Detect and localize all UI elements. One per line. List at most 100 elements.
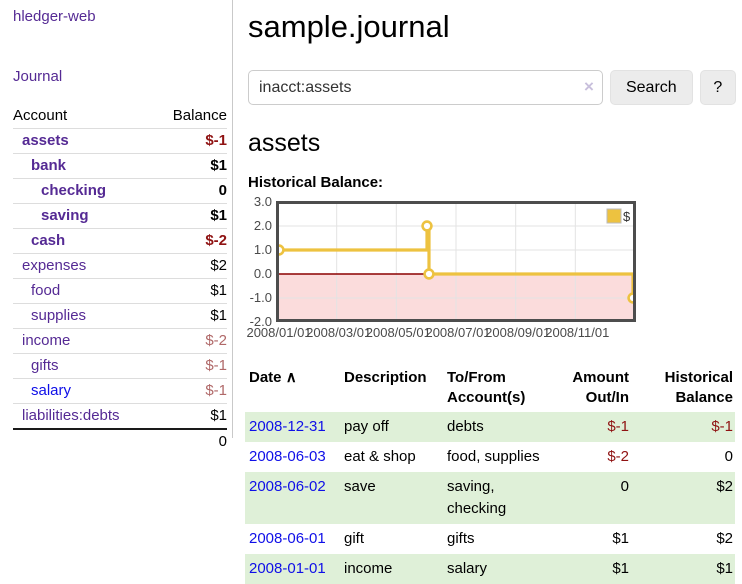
transaction-accounts: salary: [447, 560, 488, 577]
date-header-label: Date: [249, 369, 282, 386]
column-header-description: Description: [344, 369, 427, 386]
legend-swatch: [606, 208, 622, 224]
account-link-supplies[interactable]: supplies: [31, 307, 87, 324]
x-tick: 2008/07/01: [425, 325, 491, 340]
account-balance: $2: [210, 257, 227, 274]
chart-title: Historical Balance:: [248, 174, 384, 191]
transaction-amount: $1: [612, 560, 629, 577]
account-link-bank[interactable]: bank: [31, 157, 67, 174]
transaction-date-link[interactable]: 2008-01-01: [249, 560, 326, 577]
x-tick: 2008/01/01: [246, 325, 312, 340]
transaction-description: income: [344, 560, 393, 577]
account-row: checking 0: [13, 178, 227, 203]
account-balance: $1: [210, 157, 227, 174]
transaction-row[interactable]: 2008-06-01 gift gifts $1 $2: [245, 524, 735, 554]
account-balance: $1: [210, 307, 227, 324]
account-row: assets $-1: [13, 128, 227, 153]
account-link-assets[interactable]: assets: [22, 132, 69, 149]
transaction-amount: $-2: [607, 448, 629, 465]
search-input[interactable]: [248, 70, 603, 105]
transaction-amount: $1: [612, 530, 629, 547]
account-link-expenses[interactable]: expenses: [22, 257, 87, 274]
transaction-accounts: debts: [447, 418, 484, 435]
transaction-date-link[interactable]: 2008-06-03: [249, 448, 326, 465]
transaction-description: pay off: [344, 418, 389, 435]
account-row: cash $-2: [13, 228, 227, 253]
app-brand-link[interactable]: hledger-web: [13, 8, 96, 25]
transaction-date-link[interactable]: 2008-12-31: [249, 418, 326, 435]
page-title: sample.journal: [248, 9, 450, 44]
transaction-date-link[interactable]: 2008-06-01: [249, 530, 326, 547]
sidebar-item-journal[interactable]: Journal: [13, 68, 63, 85]
account-row: gifts $-1: [13, 353, 227, 378]
column-header-balance: Historical Balance: [664, 369, 733, 406]
search-form: × Search ?: [248, 70, 736, 105]
account-link-checking[interactable]: checking: [41, 182, 107, 199]
account-row: food $1: [13, 278, 227, 303]
register-table: Date ∧ Description To/From Account(s) Am…: [245, 362, 735, 584]
y-tick: -1.0: [249, 290, 272, 305]
y-tick: 3.0: [253, 194, 272, 209]
historical-balance-chart: 3.0 2.0 1.0 0.0 -1.0 -2.0: [246, 195, 678, 348]
account-row: supplies $1: [13, 303, 227, 328]
account-row: bank $1: [13, 153, 227, 178]
transaction-balance: $-1: [711, 418, 733, 435]
sidebar: hledger-web Journal Account Balance asse…: [0, 0, 233, 450]
transaction-row[interactable]: 2008-06-03 eat & shop food, supplies $-2…: [245, 442, 735, 472]
transaction-accounts: gifts: [447, 530, 475, 547]
account-link-gifts[interactable]: gifts: [31, 357, 59, 374]
x-tick: 2008/09/01: [485, 325, 551, 340]
account-link-liabilities-debts[interactable]: liabilities:debts: [22, 407, 120, 424]
data-point-markers: [276, 220, 636, 304]
chart-legend: $: [606, 208, 631, 224]
account-balance: $-1: [205, 382, 227, 399]
transaction-description: gift: [344, 530, 365, 547]
transaction-date-link[interactable]: 2008-06-02: [249, 478, 326, 495]
account-row: income $-2: [13, 328, 227, 353]
transaction-balance: $2: [716, 478, 733, 495]
transaction-accounts: food, supplies: [447, 448, 540, 465]
accounts-header-account: Account: [13, 107, 68, 124]
transaction-amount: $-1: [607, 418, 629, 435]
account-link-saving[interactable]: saving: [41, 207, 89, 224]
y-tick: 0.0: [253, 266, 272, 281]
account-balance: 0: [218, 182, 227, 199]
x-tick: 2008/11/01: [545, 325, 610, 340]
account-balance: $1: [210, 407, 227, 424]
accounts-header-balance: Balance: [172, 107, 227, 124]
account-row: saving $1: [13, 203, 227, 228]
y-tick: 1.0: [253, 242, 272, 257]
column-header-accounts: To/From Account(s): [447, 369, 526, 406]
help-button[interactable]: ?: [699, 70, 736, 105]
accounts-table: Account Balance assets $-1 bank $1 check…: [13, 104, 227, 453]
accounts-table-header: Account Balance: [13, 104, 227, 128]
sort-asc-icon: ∧: [285, 369, 297, 386]
account-link-salary[interactable]: salary: [31, 382, 72, 399]
main-content: sample.journal × Search ? assets Histori…: [245, 0, 736, 584]
search-button[interactable]: Search: [609, 70, 693, 105]
accounts-total: 0: [13, 428, 227, 453]
account-balance: $-2: [205, 332, 227, 349]
transaction-amount: 0: [620, 478, 629, 495]
account-balance: $1: [210, 207, 227, 224]
account-balance: $-1: [205, 132, 227, 149]
x-tick: 2008/03/01: [306, 325, 372, 340]
transaction-accounts: saving, checking: [447, 478, 507, 517]
clear-search-icon[interactable]: ×: [584, 77, 594, 96]
transaction-row[interactable]: 2008-06-02 save saving, checking 0 $2: [245, 472, 735, 524]
account-link-income[interactable]: income: [22, 332, 71, 349]
chart-plot-area: $: [276, 201, 636, 322]
transaction-description: save: [344, 478, 376, 495]
account-row: expenses $2: [13, 253, 227, 278]
account-link-cash[interactable]: cash: [31, 232, 66, 249]
register-header-row: Date ∧ Description To/From Account(s) Am…: [245, 362, 735, 412]
account-link-food[interactable]: food: [31, 282, 61, 299]
transaction-balance: 0: [724, 448, 733, 465]
transaction-description: eat & shop: [344, 448, 416, 465]
account-row: liabilities:debts $1: [13, 403, 227, 428]
account-balance: $-1: [205, 357, 227, 374]
transaction-row[interactable]: 2008-12-31 pay off debts $-1 $-1: [245, 412, 735, 442]
column-header-amount: Amount Out/In: [572, 369, 629, 406]
column-header-date[interactable]: Date ∧: [245, 362, 344, 412]
transaction-row[interactable]: 2008-01-01 income salary $1 $1: [245, 554, 735, 584]
